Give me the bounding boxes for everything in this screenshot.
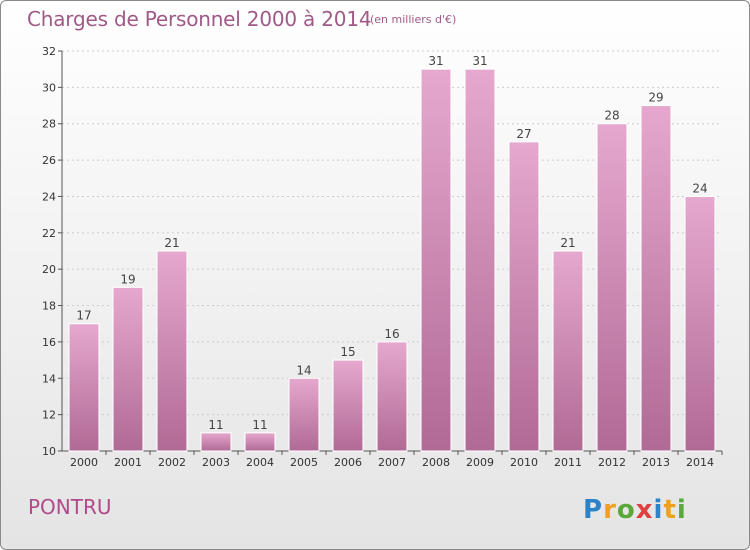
y-tick-label: 26 — [42, 154, 56, 167]
x-tick-label: 2002 — [158, 456, 186, 469]
bar — [640, 105, 672, 452]
bar — [464, 68, 496, 452]
x-tick-label: 2000 — [70, 456, 98, 469]
chart-title: Charges de Personnel 2000 à 2014 — [27, 7, 372, 31]
data-label: 19 — [120, 272, 135, 286]
bar — [596, 123, 628, 452]
y-tick-label: 14 — [42, 372, 56, 385]
x-tick-label: 2010 — [510, 456, 538, 469]
data-label: 16 — [384, 327, 399, 341]
bar — [508, 141, 540, 452]
data-label: 31 — [472, 54, 487, 68]
bar — [376, 341, 408, 452]
x-tick-label: 2004 — [246, 456, 274, 469]
x-tick-label: 2012 — [598, 456, 626, 469]
x-tick-label: 2007 — [378, 456, 406, 469]
x-tick-label: 2005 — [290, 456, 318, 469]
bar — [112, 286, 144, 452]
bar — [552, 250, 584, 452]
data-label: 31 — [428, 54, 443, 68]
x-tick-label: 2006 — [334, 456, 362, 469]
data-label: 11 — [208, 418, 223, 432]
data-label: 11 — [252, 418, 267, 432]
bar — [684, 195, 716, 452]
x-tick-label: 2001 — [114, 456, 142, 469]
data-label: 17 — [76, 309, 91, 323]
x-tick-label: 2008 — [422, 456, 450, 469]
x-tick-label: 2009 — [466, 456, 494, 469]
data-label: 24 — [692, 181, 707, 195]
bar — [200, 432, 232, 452]
bar — [68, 323, 100, 452]
y-tick-label: 32 — [42, 45, 56, 58]
y-tick-label: 12 — [42, 409, 56, 422]
y-tick-label: 16 — [42, 336, 56, 349]
x-tick-label: 2013 — [642, 456, 670, 469]
data-label: 29 — [648, 91, 663, 105]
bar — [244, 432, 276, 452]
x-tick-label: 2011 — [554, 456, 582, 469]
data-label: 14 — [296, 363, 311, 377]
y-tick-label: 18 — [42, 300, 56, 313]
x-tick-label: 2003 — [202, 456, 230, 469]
bar — [288, 377, 320, 452]
x-tick-label: 2014 — [686, 456, 714, 469]
y-tick-label: 20 — [42, 263, 56, 276]
y-tick-label: 24 — [42, 190, 56, 203]
chart-subtitle: (en milliers d'€) — [370, 13, 457, 26]
commune-name: PONTRU — [28, 495, 112, 519]
bar — [332, 359, 364, 452]
data-label: 21 — [560, 236, 575, 250]
data-label: 28 — [604, 109, 619, 123]
bar — [156, 250, 188, 452]
y-tick-label: 30 — [42, 81, 56, 94]
bar — [420, 68, 452, 452]
data-label: 21 — [164, 236, 179, 250]
y-tick-label: 28 — [42, 118, 56, 131]
y-tick-label: 10 — [42, 445, 56, 458]
data-label: 15 — [340, 345, 355, 359]
svg-text:Proxiti: Proxiti — [583, 495, 687, 525]
proxiti-logo: Proxiti — [583, 495, 687, 525]
data-label: 27 — [516, 127, 531, 141]
y-tick-label: 22 — [42, 227, 56, 240]
